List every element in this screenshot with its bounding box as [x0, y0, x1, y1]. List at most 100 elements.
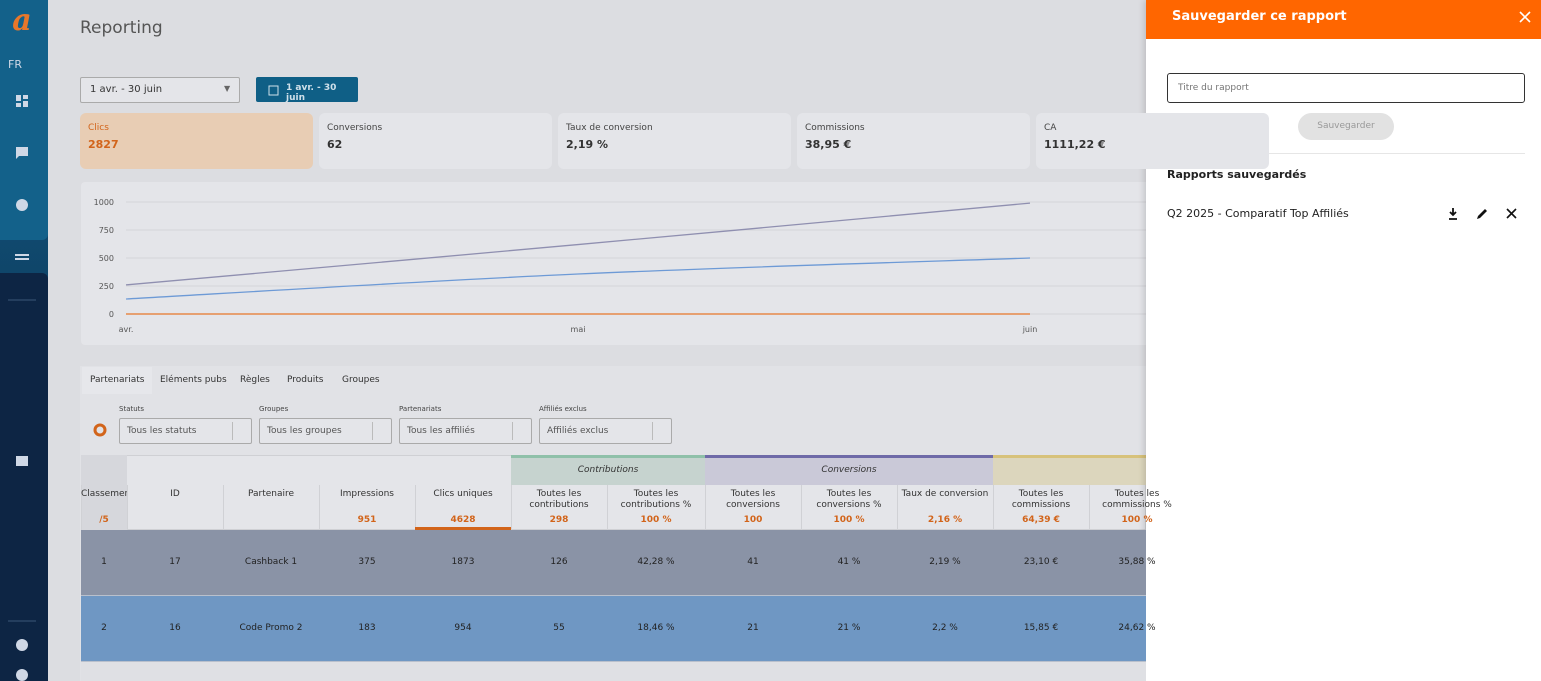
table-cell: 375 [358, 557, 376, 567]
date-select[interactable]: 1 avr. - 30 juin ▼ [80, 77, 240, 103]
kpi-card[interactable]: Commissions 38,95 € [797, 113, 1030, 169]
table-cell: 55 [553, 623, 565, 633]
saved-heading: Rapports sauvegardés [1167, 168, 1307, 181]
tab[interactable]: Groupes [342, 375, 380, 385]
column-total: /5 [99, 515, 109, 525]
kpi-label: CA [1044, 123, 1057, 133]
filter-select[interactable]: Tous les statuts [119, 418, 252, 444]
x-tick-label: juin [1022, 325, 1038, 334]
column-total: 298 [549, 515, 569, 525]
tab[interactable]: Produits [287, 375, 324, 385]
kpi-value: 38,95 € [805, 138, 852, 151]
column-title: Toutes les commissions % [1102, 489, 1172, 510]
rank-header-bg [81, 455, 127, 530]
column-total: 100 % [1121, 515, 1153, 525]
settings-icon[interactable] [92, 422, 108, 438]
table-cell: Cashback 1 [244, 557, 298, 567]
table-cell: 23,10 € [1023, 557, 1059, 567]
group-header [993, 455, 1146, 485]
column-title: Partenaire [247, 489, 295, 499]
table-cell: 21 [747, 623, 759, 633]
column-title: ID [170, 489, 180, 499]
filter-label: Statuts [119, 405, 145, 413]
sidebar-icons: a [8, 3, 36, 681]
table-cell: 15,85 € [1023, 623, 1059, 633]
kpi-label: Commissions [805, 123, 865, 133]
filter-select[interactable]: Affiliés exclus [539, 418, 672, 444]
save-panel: Sauvegarder ce rapport Sauvegarder Rappo… [1146, 0, 1541, 681]
date-button[interactable]: 1 avr. - 30 juin [256, 77, 358, 103]
table-cell: 21 % [837, 623, 861, 633]
tab[interactable]: Règles [240, 375, 270, 385]
save-button[interactable]: Sauvegarder [1298, 113, 1394, 140]
table-row[interactable] [81, 596, 1146, 662]
y-tick-label: 500 [99, 254, 114, 263]
svg-text:a: a [12, 3, 31, 38]
series-line [125, 257, 1031, 300]
date-button-text: 1 avr. - 30 juin [286, 83, 337, 103]
kpi-card[interactable]: Conversions 62 [319, 113, 552, 169]
table-row-empty [81, 662, 1146, 681]
column-title: Toutes les commissions [1011, 489, 1071, 510]
column-header [801, 485, 897, 530]
table-cell: 183 [358, 623, 376, 633]
kpi-value: 2,19 % [566, 138, 608, 151]
report-actions[interactable] [1448, 207, 1520, 221]
tab[interactable]: Partenariats [82, 367, 153, 394]
table-cell: 41 [747, 557, 759, 567]
y-tick-label: 1000 [94, 198, 114, 207]
y-tick-label: 750 [99, 226, 114, 235]
sidebar-bottom [0, 273, 48, 681]
column-total: 2,16 % [927, 515, 963, 525]
column-title: Impressions [340, 489, 394, 499]
language[interactable]: FR [8, 58, 22, 71]
y-tick-label: 250 [99, 282, 114, 291]
column-header [607, 485, 705, 530]
delete-icon[interactable] [1506, 208, 1517, 219]
x-tick-label: avr. [119, 325, 134, 334]
column-header [127, 485, 223, 530]
filter-select[interactable]: Tous les affiliés [399, 418, 532, 444]
close-icon[interactable] [1519, 11, 1531, 23]
table-cell: 42,28 % [637, 557, 675, 567]
column-header [705, 485, 801, 530]
date-select-text: 1 avr. - 30 juin [90, 84, 163, 95]
series-line [125, 202, 1031, 286]
filter-label: Partenariats [399, 405, 442, 413]
column-total: 100 % [640, 515, 672, 525]
kpi-label: Taux de conversion [566, 123, 653, 133]
table-cell: 16 [169, 623, 181, 633]
column-title: Toutes les conversions [726, 489, 780, 510]
table-cell: 35,88 % [1118, 557, 1156, 567]
kpi-value: 2827 [88, 138, 119, 151]
kpi-card[interactable]: Taux de conversion 2,19 % [558, 113, 791, 169]
kpi-card[interactable]: Clics 2827 [80, 113, 313, 169]
table-cell: 1873 [451, 557, 475, 567]
column-title: Toutes les conversions % [816, 489, 882, 510]
column-total: 100 [743, 515, 763, 525]
column-total: 64,39 € [1022, 515, 1060, 525]
table-cell: 2,2 % [932, 623, 958, 633]
group-header: Conversions [705, 455, 993, 485]
kpi-value: 1111,22 € [1044, 138, 1106, 151]
column-header [993, 485, 1089, 530]
title-input[interactable] [1167, 73, 1525, 103]
column-header [897, 485, 993, 530]
download-icon[interactable] [1449, 208, 1457, 220]
saved-report[interactable]: Q2 2025 - Comparatif Top Affiliés [1167, 207, 1349, 220]
column-header [511, 485, 607, 530]
calendar-icon [268, 85, 279, 96]
tab[interactable]: Eléments pubs [160, 375, 227, 385]
column-header [1089, 485, 1185, 530]
filter-arrow [232, 422, 252, 440]
sort-indicator [415, 527, 511, 530]
sidebar: a FR [0, 0, 48, 681]
kpi-label: Clics [88, 123, 109, 133]
kpi-value: 62 [327, 138, 343, 151]
table-cell: Code Promo 2 [239, 623, 303, 633]
kpi-card[interactable]: CA 1111,22 € [1036, 113, 1269, 169]
edit-icon[interactable] [1477, 209, 1487, 219]
filter-select[interactable]: Tous les groupes [259, 418, 392, 444]
table-row[interactable] [81, 530, 1146, 596]
